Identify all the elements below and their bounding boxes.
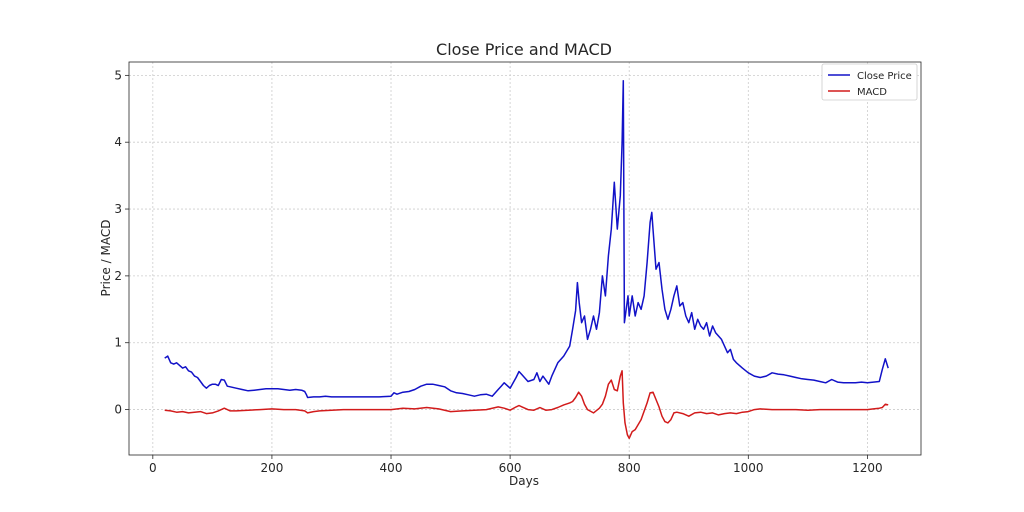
axis-ticks: 0 200 400 600 800 1000 1200 0 1 2 3 4 5: [114, 68, 882, 475]
y-axis-label: Price / MACD: [99, 220, 113, 297]
plot-frame: [128, 61, 922, 456]
x-tick-label: 1200: [852, 461, 883, 475]
x-tick-label: 800: [618, 461, 641, 475]
x-tick-label: 0: [149, 461, 157, 475]
series-layer: [164, 79, 889, 440]
x-tick-label: 600: [499, 461, 522, 475]
legend-label-macd: MACD: [857, 87, 887, 98]
series-line-macd: [164, 370, 889, 440]
y-tick-label: 2: [114, 269, 122, 283]
x-tick-label: 200: [260, 461, 283, 475]
x-tick-label: 1000: [733, 461, 764, 475]
y-tick-label: 1: [114, 336, 122, 350]
legend: Close Price MACD: [821, 63, 918, 101]
legend-label-close-price: Close Price: [857, 71, 912, 82]
x-tick-label: 400: [380, 461, 403, 475]
grid-lines: [129, 62, 921, 455]
y-tick-label: 3: [114, 202, 122, 216]
series-line-close-price: [164, 79, 889, 399]
x-axis-label: Days: [509, 474, 539, 488]
y-tick-label: 0: [114, 403, 122, 417]
y-tick-label: 5: [114, 68, 122, 82]
y-tick-label: 4: [114, 135, 122, 149]
chart-title: Close Price and MACD: [436, 40, 612, 59]
